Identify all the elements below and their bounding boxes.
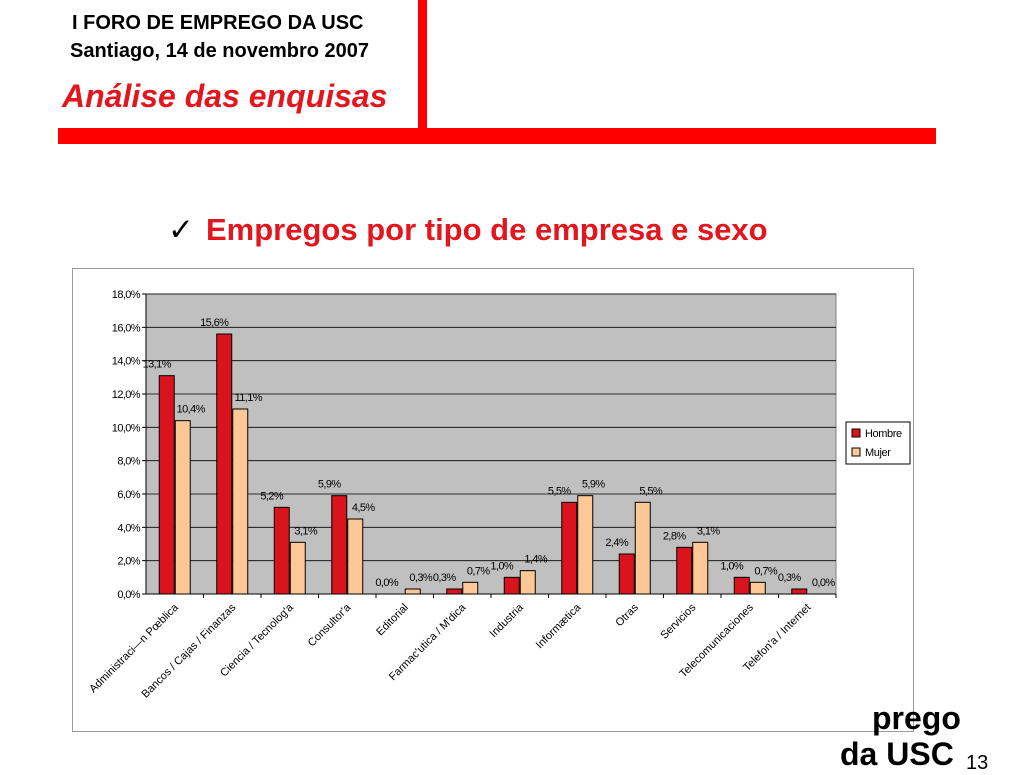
header-place-date: Santiago, 14 de novembro 2007 [70, 40, 369, 62]
data-label: 5,5% [639, 485, 662, 497]
y-tick-label: 4,0% [117, 522, 140, 534]
y-tick-label: 0,0% [117, 589, 140, 601]
bar-hombre [158, 375, 175, 595]
data-label: 3,1% [294, 525, 317, 537]
data-label: 2,8% [663, 530, 686, 542]
bar-mujer [692, 541, 709, 595]
bar-hombre [618, 553, 635, 595]
data-label: 11,1% [235, 392, 263, 404]
bar-mujer [462, 581, 479, 595]
bar-mujer [519, 570, 536, 595]
x-tick-label: Industria [488, 601, 527, 640]
y-tick-label: 10,0% [112, 422, 141, 434]
bar-mujer [289, 541, 306, 595]
legend-label: Mujer [865, 447, 891, 459]
data-label: 1,0% [490, 560, 513, 572]
x-tick-label: Bancos / Cajas / Finanzas [140, 601, 239, 700]
data-label: 15,6% [200, 317, 229, 329]
y-tick-label: 18,0% [112, 289, 141, 301]
x-tick-label: Editorial [374, 602, 411, 639]
legend-swatch [851, 428, 861, 438]
bar-hombre [446, 588, 463, 595]
y-tick-label: 6,0% [117, 489, 140, 501]
data-label: 5,9% [582, 479, 605, 491]
bar-hombre [273, 506, 290, 595]
data-label: 2,4% [605, 537, 628, 549]
bar-hombre [216, 333, 233, 595]
slide-subtitle-text: Empregos por tipo de empresa e sexo [205, 212, 768, 247]
bar-mujer [404, 588, 421, 595]
bar-mujer [577, 495, 594, 595]
data-label: 0,0% [812, 577, 835, 589]
data-label: 0,3% [409, 572, 432, 584]
data-label: 0,3% [778, 572, 801, 584]
bar-mujer [232, 408, 249, 595]
y-tick-label: 12,0% [112, 389, 141, 401]
y-tick-label: 8,0% [117, 456, 140, 468]
slide-subtitle: ✓ Empregos por tipo de empresa e sexo [168, 212, 768, 248]
data-label: 5,5% [548, 485, 571, 497]
checkmark-icon: ✓ [168, 212, 194, 247]
x-tick-label: Servicios [658, 601, 698, 641]
bar-hombre [331, 495, 348, 595]
bar-hombre [733, 576, 750, 595]
page-title: Análise das enquisas [62, 78, 388, 114]
x-tick-label: Otras [613, 601, 641, 629]
y-tick-label: 14,0% [112, 356, 141, 368]
header-forum-name: I FORO DE EMPREGO DA USC [72, 12, 364, 34]
data-label: 4,5% [352, 502, 375, 514]
data-label: 1,4% [524, 554, 547, 566]
bar-mujer [347, 518, 364, 595]
bar-hombre [561, 501, 578, 595]
data-label: 13,1% [143, 359, 172, 371]
data-label: 0,3% [433, 572, 456, 584]
bar-hombre [791, 588, 808, 595]
data-label: 0,7% [754, 565, 777, 577]
data-label: 5,2% [260, 490, 283, 502]
x-tick-label: Consultor'a [306, 601, 354, 649]
bar-mujer [634, 501, 651, 595]
data-label: 1,0% [720, 560, 743, 572]
bar-chart: 0,0% 2,0% 4,0% 6,0% 8,0% 10,0% 12,0% 14,0% 16,0%… [87, 289, 911, 700]
bar-hombre [676, 546, 693, 595]
footer-text-1: prego [872, 700, 961, 736]
page-number: 13 [966, 752, 989, 774]
data-label: 10,4% [177, 404, 206, 416]
bar-mujer [174, 420, 191, 595]
data-label: 0,0% [375, 577, 398, 589]
red-vertical-bar [418, 0, 427, 128]
legend-label: Hombre [865, 428, 902, 440]
y-tick-label: 16,0% [112, 322, 141, 334]
data-label: 5,9% [318, 479, 341, 491]
footer-text-2: da USC [840, 736, 954, 772]
data-label: 0,7% [467, 565, 490, 577]
y-tick-label: 2,0% [117, 556, 140, 568]
bar-mujer [749, 581, 766, 595]
data-label: 3,1% [697, 525, 720, 537]
plot-area [145, 293, 837, 595]
bar-hombre [503, 576, 520, 595]
x-tick-label: Informætica [534, 601, 584, 651]
red-horizontal-bar [58, 128, 936, 144]
legend-swatch [851, 447, 861, 457]
